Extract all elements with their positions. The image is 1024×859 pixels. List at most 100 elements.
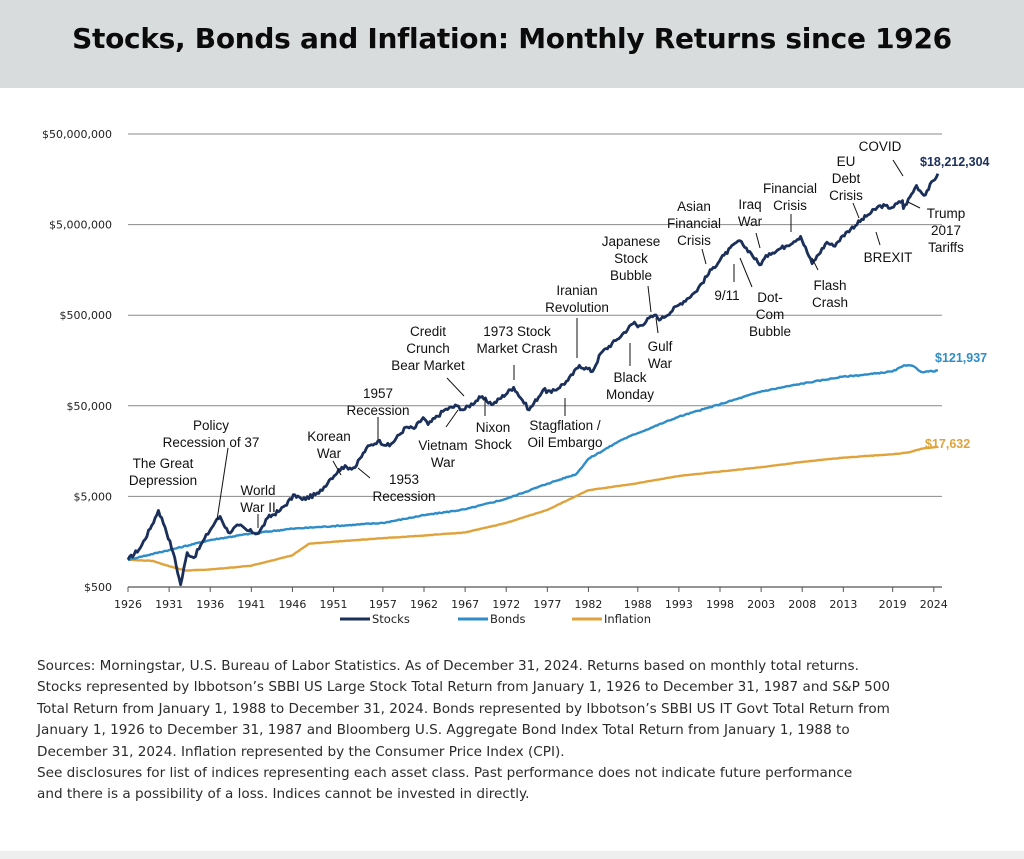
- x-tick-label: 1972: [492, 598, 520, 611]
- annotation: Policy Recession of 37: [163, 418, 259, 521]
- annotation-text: Bubble: [610, 268, 652, 283]
- x-tick-label: 1962: [410, 598, 438, 611]
- annotation: 9/11: [714, 264, 740, 303]
- y-tick-label: $50,000: [67, 400, 113, 413]
- end-label-stocks: $18,212,304: [920, 155, 990, 169]
- annotation-text: Oil Embargo: [527, 435, 602, 450]
- x-tick-label: 2008: [788, 598, 816, 611]
- annotation-leader: [647, 285, 652, 313]
- annotation-leader: [445, 409, 459, 428]
- annotation: 1957 Recession: [346, 386, 410, 440]
- annotation-text: Crisis: [677, 233, 711, 248]
- annotation-text: EU: [837, 154, 856, 169]
- annotation-text: Policy: [193, 418, 229, 433]
- annotation-text: 2017: [931, 223, 961, 238]
- annotation: Credit Crunch Bear Market: [391, 324, 465, 397]
- annotation: BREXIT: [864, 231, 913, 265]
- annotation-text: Iraq: [738, 197, 761, 212]
- sources-line: January 1, 1926 to December 31, 1987 and…: [37, 722, 850, 739]
- annotation-leader: [739, 257, 753, 288]
- y-axis-labels: $500 $5,000 $50,000 $500,000 $5,000,000 $50,0…: [42, 128, 112, 594]
- page-title: Stocks, Bonds and Inflation: Monthly Ret…: [72, 22, 952, 55]
- annotation-text: Crisis: [773, 198, 807, 213]
- annotation-text: Stock: [614, 251, 648, 266]
- annotation-text: Market Crash: [476, 341, 557, 356]
- x-tick-label: 1998: [706, 598, 734, 611]
- annotation: Vietnam War: [418, 409, 468, 470]
- annotation: Nixon Shock: [474, 398, 512, 452]
- annotation-text: Depression: [129, 473, 197, 488]
- annotation-text: Korean: [307, 429, 351, 444]
- annotation-leader: [701, 248, 707, 265]
- title-banner: Stocks, Bonds and Inflation: Monthly Ret…: [0, 0, 1024, 88]
- y-tick-label: $50,000,000: [42, 128, 112, 141]
- annotation: Stagflation / Oil Embargo: [527, 398, 603, 450]
- annotation-leader: [332, 460, 342, 476]
- annotation: Japanese Stock Bubble: [602, 234, 660, 313]
- annotation: Gulf War: [648, 317, 673, 371]
- annotation-text: War II: [240, 500, 276, 515]
- annotation: Financial Crisis: [763, 181, 817, 232]
- annotation-text: Debt: [832, 171, 861, 186]
- event-annotations: The Great Depression Policy Recession of 37…: [129, 139, 965, 528]
- annotation-text: Credit: [410, 324, 446, 339]
- growth-line-chart: $500 $5,000 $50,000 $500,000 $5,000,000 $50,0…: [42, 128, 990, 626]
- sources-line: Sources: Morningstar, U.S. Bureau of Lab…: [37, 658, 859, 674]
- y-tick-label: $500,000: [60, 309, 113, 322]
- end-label-bonds: $121,937: [935, 351, 987, 365]
- annotation-text: Bubble: [749, 324, 791, 339]
- annotation-text: COVID: [859, 139, 902, 154]
- annotation: Trump 2017 Tariffs: [907, 201, 966, 255]
- annotation: 1973 Stock Market Crash: [476, 324, 558, 380]
- annotation-text: Flash: [813, 278, 846, 293]
- x-tick-label: 2003: [747, 598, 775, 611]
- annotation-text: The Great: [133, 456, 194, 471]
- y-tick-label: $5,000,000: [49, 219, 112, 232]
- annotation-text: 9/11: [714, 288, 739, 303]
- annotation: Asian Financial Crisis: [667, 199, 721, 265]
- sources-note: Sources: Morningstar, U.S. Bureau of Lab…: [37, 656, 997, 806]
- annotation-text: Tariffs: [928, 240, 964, 255]
- annotation: The Great Depression: [129, 456, 197, 488]
- annotation-text: Trump: [927, 206, 966, 221]
- annotation-text: Dot-: [757, 290, 783, 305]
- end-value-labels: $18,212,304 $121,937 $17,632: [920, 155, 990, 451]
- annotation-text: Asian: [677, 199, 711, 214]
- x-tick-label: 2013: [829, 598, 857, 611]
- annotation-text: Financial: [763, 181, 817, 196]
- legend-label: Bonds: [490, 612, 526, 626]
- gridlines: [128, 133, 942, 588]
- sources-line: December 31, 2024. Inflation represented…: [37, 743, 565, 760]
- annotation-leader: [852, 202, 860, 219]
- x-axis: 1926 1931 1936 1941 1946 1951 1957 1962 1967 1972…: [114, 587, 948, 611]
- annotation-leader: [216, 447, 229, 521]
- x-tick-label: 1993: [665, 598, 693, 611]
- annotation-text: Shock: [474, 437, 512, 452]
- annotation: Black Monday: [606, 343, 654, 402]
- annotation-text: Com: [756, 307, 785, 322]
- x-tick-label: 2024: [920, 598, 948, 611]
- annotation-text: Recession: [372, 489, 435, 504]
- footer-bar: [0, 851, 1024, 859]
- annotation-leader: [655, 317, 659, 334]
- annotation-leader: [875, 231, 881, 246]
- annotation-leader: [755, 232, 761, 249]
- x-tick-label: 1988: [624, 598, 652, 611]
- x-tick-label: 1931: [155, 598, 183, 611]
- annotation-text: Revolution: [545, 300, 609, 315]
- annotation-text: Crisis: [829, 188, 863, 203]
- annotation-text: War: [648, 356, 673, 371]
- annotation-text: 1957: [363, 386, 393, 401]
- x-tick-label: 1951: [320, 598, 348, 611]
- annotation-text: Vietnam: [418, 438, 467, 453]
- y-tick-label: $500: [84, 581, 112, 594]
- sources-line: Total Return from January 1, 1988 to Dec…: [37, 700, 890, 717]
- annotation-text: BREXIT: [864, 250, 913, 265]
- annotation: World War II: [240, 483, 276, 528]
- annotation: 1953 Recession: [357, 467, 436, 504]
- legend: Stocks Bonds Inflation: [340, 612, 651, 626]
- x-tick-label: 1957: [369, 598, 397, 611]
- annotation: Korean War: [307, 429, 351, 476]
- series-line-inflation: [127, 445, 939, 572]
- y-tick-label: $5,000: [74, 490, 113, 503]
